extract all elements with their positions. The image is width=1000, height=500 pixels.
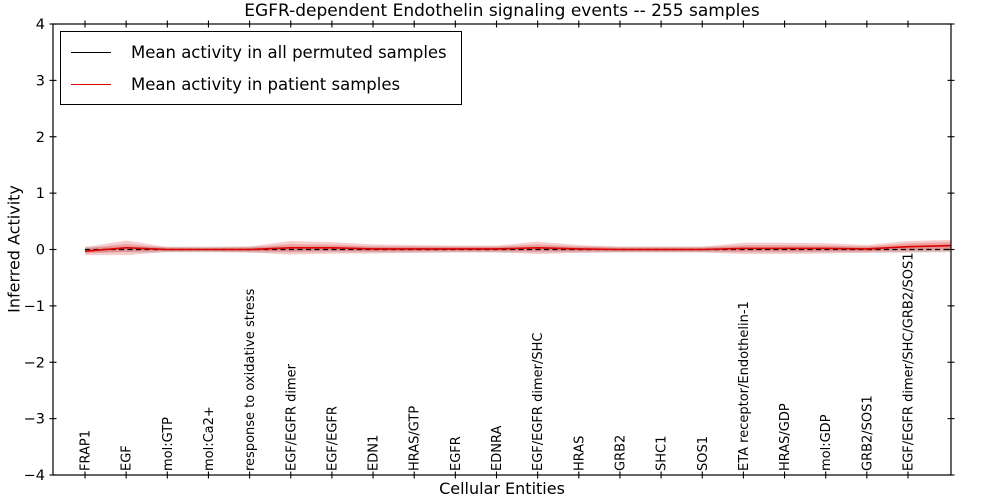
x-tick-label: ETA receptor/Endothelin-1 [737,301,752,471]
y-tick-label: −2 [24,355,45,371]
legend-label-permuted: Mean activity in all permuted samples [131,42,447,62]
x-tick-label: EGF/EGFR dimer/SHC [531,333,546,471]
y-axis-label: Inferred Activity [4,185,24,313]
x-tick-label: SOS1 [696,436,711,471]
x-tick-label: EDN1 [367,435,382,471]
x-tick-label: EGF/EGFR [325,406,340,471]
y-tick-label: 3 [36,73,45,89]
x-tick-label: mol:GDP [819,414,834,471]
x-tick-label: EGF/EGFR dimer/SHC/GRB2/SOS1 [902,253,917,472]
legend-entry-permuted: Mean activity in all permuted samples [71,38,447,66]
patient-line-swatch [71,83,111,85]
y-tick-label: −4 [24,468,45,484]
y-tick-label: 2 [36,130,45,146]
y-tick-label: −3 [24,412,45,428]
legend: Mean activity in all permuted samples Me… [60,31,462,105]
x-tick-label: mol:GTP [161,417,176,471]
y-tick-label: 0 [36,243,45,259]
y-tick-label: 1 [36,186,45,202]
patient-samples-spread-outer-band [85,239,951,256]
x-tick-label: HRAS/GTP [408,406,423,471]
patient-mean-line [84,244,951,252]
x-tick-label: HRAS/GDP [778,403,793,471]
x-axis: FRAP1 EGF mol:GTP mol:Ca2+ response to oxida… [79,20,917,479]
permuted-line-swatch [71,51,111,53]
x-tick-label: response to oxidative stress [243,288,258,471]
x-tick-label: EGFR [449,436,464,471]
x-tick-label: HRAS [572,436,587,471]
legend-entry-patient: Mean activity in patient samples [71,70,447,98]
x-axis-label: Cellular Entities [439,479,565,498]
chart-title: EGFR-dependent Endothelin signaling even… [244,1,760,21]
y-tick-label: 4 [36,17,45,33]
legend-label-patient: Mean activity in patient samples [131,74,401,94]
x-tick-label: mol:Ca2+ [202,406,217,471]
x-tick-label: GRB2/SOS1 [860,395,875,471]
y-axis: 4 3 2 1 0 −1 −2 −3 −4 [24,17,955,484]
x-tick-label: EGF [120,445,135,471]
x-tick-label: FRAP1 [79,430,94,471]
plot-area [84,239,951,256]
y-tick-label: −1 [24,299,45,315]
x-tick-label: EGF/EGFR dimer [284,363,299,471]
x-tick-label: GRB2 [613,435,628,471]
x-tick-label: EDNRA [490,426,505,471]
x-tick-label: SHC1 [655,436,670,471]
